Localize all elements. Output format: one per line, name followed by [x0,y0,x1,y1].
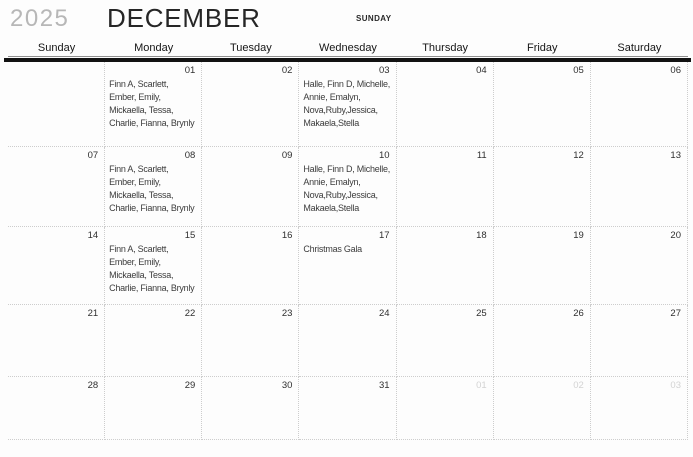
day-number: 10 [378,150,390,161]
day-cell-24: 24 [299,305,397,377]
day-number: 28 [87,380,99,391]
day-number: 01 [476,380,487,391]
day-number: 25 [476,308,487,319]
day-number: 20 [670,230,681,241]
day-cell-06: 06 [590,62,688,147]
day-number: 26 [573,308,584,319]
day-number: 19 [573,230,584,241]
day-cell-18: 18 [396,227,494,305]
day-cell-27: 27 [590,305,688,377]
day-number: 14 [87,230,99,241]
day-cell-04: 04 [396,62,494,147]
day-number: 27 [670,308,681,319]
day-cell-15: 15 Finn A, Scarlett, Ember, Emily, Mickae… [105,227,203,305]
day-number: 12 [573,150,584,161]
day-cell-30: 30 [202,377,300,440]
day-cell-17: 17 Christmas Gala [299,227,397,305]
day-number: 15 [184,230,196,241]
weekday-header-thursday: Thursday [422,42,469,54]
day-cell-23: 23 [202,305,300,377]
day-cell-29: 29 [105,377,203,440]
day-events: Finn A, Scarlett, Ember, Emily, Mickaell… [109,164,195,213]
day-cell-16: 16 [202,227,300,305]
weekday-header-friday: Friday [526,42,558,54]
day-number: 13 [670,150,681,161]
day-cell-02: 02 [202,62,300,147]
day-cell-22: 22 [105,305,203,377]
day-number: 03 [670,380,681,391]
day-events: Finn A, Scarlett, Ember, Emily, Mickaell… [109,79,195,128]
week-start-label: SUNDAY [356,14,392,23]
day-cell-07: 07 [8,147,106,227]
day-number: 18 [476,230,487,241]
day-cell-26: 26 [493,305,591,377]
day-cell-25: 25 [396,305,494,377]
day-number: 03 [378,65,390,76]
calendar-grid: 01 Finn A, Scarlett, Ember, Emily, Mickae… [8,62,688,440]
weekday-header-tuesday: Tuesday [229,42,272,54]
day-cell-10: 10 Halle, Finn D, Michelle, Annie, Emalyn… [299,147,397,227]
day-cell-02: 02 [493,377,591,440]
day-cell-09: 09 [202,147,300,227]
day-number: 06 [670,65,681,76]
weekday-header-sunday: Sunday [37,42,76,54]
day-number: 21 [87,308,99,319]
day-number: 17 [378,230,390,241]
day-cell-14: 14 [8,227,106,305]
header-divider [4,58,691,62]
day-number: 04 [476,65,487,76]
day-number: 24 [378,308,390,319]
day-cell-03: 03 Halle, Finn D, Michelle, Annie, Emalyn… [299,62,397,147]
day-number: 30 [281,380,293,391]
day-number: 05 [573,65,584,76]
day-events: Halle, Finn D, Michelle, Annie, Emalyn, … [303,164,390,213]
day-number: 01 [184,65,196,76]
day-number: 07 [87,150,99,161]
day-cell-empty [8,62,106,147]
day-cell-03: 03 [590,377,688,440]
day-cell-31: 31 [299,377,397,440]
day-events: Christmas Gala [303,244,362,254]
day-number: 02 [573,380,584,391]
day-number: 29 [184,380,196,391]
day-cell-13: 13 [590,147,688,227]
day-cell-12: 12 [493,147,591,227]
day-cell-19: 19 [493,227,591,305]
day-cell-05: 05 [493,62,591,147]
weekday-header-wednesday: Wednesday [319,42,377,54]
day-number: 11 [476,150,487,161]
day-events: Finn A, Scarlett, Ember, Emily, Mickaell… [109,244,195,293]
day-number: 09 [281,150,293,161]
day-number [8,62,104,65]
day-cell-08: 08 Finn A, Scarlett, Ember, Emily, Mickae… [105,147,203,227]
year-label: 2025 [10,5,70,32]
day-number: 02 [281,65,293,76]
day-cell-01: 01 [396,377,494,440]
day-events: Halle, Finn D, Michelle, Annie, Emalyn, … [303,79,390,128]
weekday-header-row: Sunday Monday Tuesday Wednesday Thursday Frid… [8,42,688,57]
day-cell-01: 01 Finn A, Scarlett, Ember, Emily, Mickae… [105,62,203,147]
day-cell-21: 21 [8,305,106,377]
day-number: 31 [378,380,390,391]
day-number: 23 [281,308,293,319]
day-number: 22 [184,308,196,319]
day-cell-20: 20 [590,227,688,305]
day-number: 08 [184,150,196,161]
month-title: DECEMBER [107,3,261,33]
weekday-header-monday: Monday [134,42,174,54]
day-cell-11: 11 [396,147,494,227]
weekday-header-saturday: Saturday [617,42,662,54]
day-cell-28: 28 [8,377,106,440]
day-number: 16 [281,230,293,241]
